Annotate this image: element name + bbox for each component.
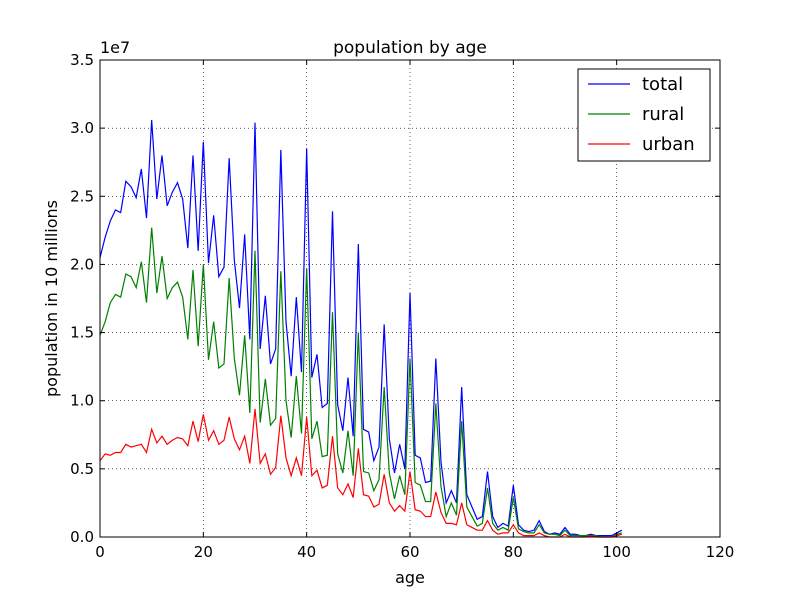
legend-label-total: total bbox=[642, 74, 683, 95]
y-tick-label: 3.5 bbox=[70, 51, 94, 69]
x-tick-label: 100 bbox=[602, 543, 631, 561]
x-tick-label: 80 bbox=[504, 543, 523, 561]
y-axis-label: population in 10 millions bbox=[42, 200, 61, 397]
x-tick-label: 40 bbox=[297, 543, 316, 561]
chart-title: population by age bbox=[333, 38, 487, 58]
x-tick-label: 120 bbox=[706, 543, 735, 561]
series-line-urban bbox=[99, 408, 622, 538]
y-tick-label: 2.5 bbox=[70, 187, 94, 205]
series-lines bbox=[99, 119, 623, 538]
x-tick-label: 60 bbox=[400, 543, 419, 561]
legend-label-urban: urban bbox=[642, 134, 695, 155]
legend: total rural urban bbox=[577, 68, 711, 162]
x-tick-label: 0 bbox=[95, 543, 105, 561]
x-tick-label: 20 bbox=[194, 543, 213, 561]
axis-ticks: 0 20 40 60 80 100 120 0.0 0.5 1.0 1.5 2.0 2.5 3.0 3.5 bbox=[70, 51, 734, 561]
y-tick-label: 0.5 bbox=[70, 460, 94, 478]
y-tick-label: 1.5 bbox=[70, 324, 94, 342]
legend-label-rural: rural bbox=[642, 104, 684, 125]
y-tick-label: 2.0 bbox=[70, 255, 94, 273]
y-tick-label: 0.0 bbox=[70, 528, 94, 546]
series-line-total bbox=[99, 119, 623, 537]
y-tick-label: 3.0 bbox=[70, 119, 94, 137]
y-multiplier-label: 1e7 bbox=[100, 38, 130, 57]
series-line-rural bbox=[99, 227, 622, 538]
x-axis-label: age bbox=[395, 568, 425, 587]
y-tick-label: 1.0 bbox=[70, 392, 94, 410]
